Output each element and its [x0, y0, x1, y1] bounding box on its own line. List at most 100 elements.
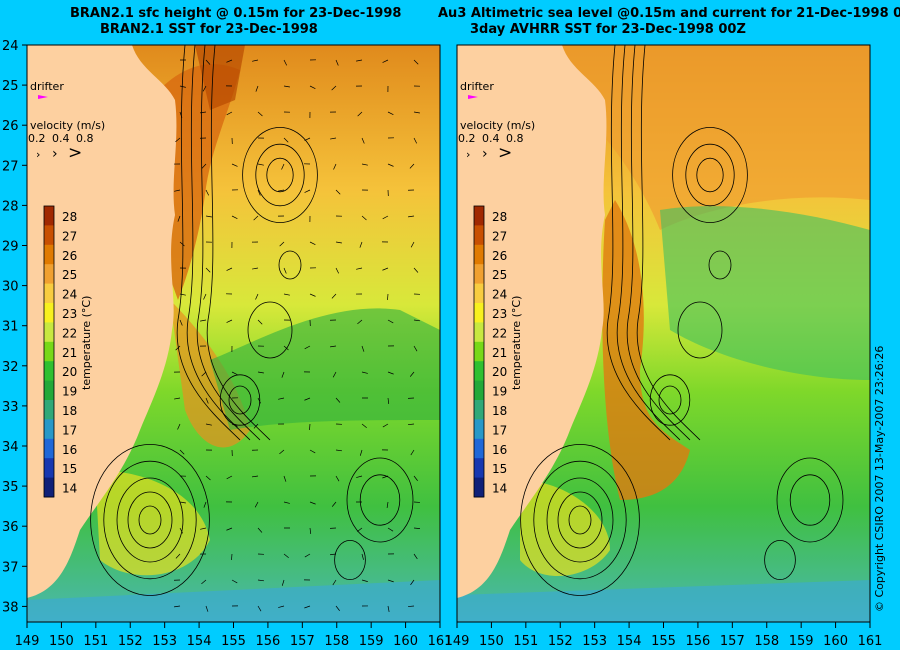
velocity-vector	[382, 59, 389, 63]
velocity-vector	[281, 371, 285, 378]
right-velocity-title: velocity (m/s)	[460, 119, 535, 132]
velocity-vector	[283, 345, 289, 351]
velocity-vector	[283, 85, 290, 88]
velocity-vector	[387, 319, 394, 324]
colorbar-label: 24	[492, 288, 507, 302]
velocity-vector	[332, 579, 337, 586]
longitude-label: 151	[513, 634, 538, 649]
velocity-vector	[330, 553, 337, 556]
velocity-vector	[387, 371, 394, 375]
colorbar-label: 20	[62, 365, 77, 379]
contour-line	[228, 385, 252, 415]
velocity-vector	[179, 85, 186, 88]
contour-line	[219, 374, 261, 426]
velocity-value: 0.4	[482, 132, 500, 145]
contour-line	[672, 127, 748, 223]
contour-line	[359, 474, 401, 526]
velocity-vector	[226, 527, 233, 531]
velocity-arrow: >	[68, 143, 82, 163]
velocity-vector	[387, 579, 394, 583]
longitude-label: 160	[823, 634, 848, 649]
colorbar-segment	[474, 458, 484, 479]
velocity-value: 0.4	[52, 132, 70, 145]
contour-line	[533, 460, 627, 580]
contour-line	[685, 143, 735, 207]
contour-line	[196, 44, 261, 441]
colorbar-segment	[474, 477, 484, 498]
right-cold-south	[457, 580, 870, 622]
contour-line	[696, 157, 724, 193]
velocity-vector	[408, 215, 415, 218]
colorbar-label: 23	[62, 307, 77, 321]
colorbar-label: 18	[62, 404, 77, 418]
velocity-vector	[335, 449, 342, 452]
velocity-vector	[231, 423, 238, 427]
velocity-vector	[410, 579, 415, 586]
velocity-vector	[330, 137, 337, 140]
colorbar-segment	[474, 303, 484, 323]
colorbar-title: temperature (°C)	[510, 296, 523, 390]
longitude-label: 152	[548, 634, 573, 649]
velocity-vector	[413, 475, 418, 481]
longitude-label: 151	[83, 634, 108, 649]
velocity-vector	[205, 215, 212, 218]
longitude-label: 156	[256, 634, 281, 649]
latitude-label: 31	[2, 320, 19, 335]
velocity-vector	[253, 215, 259, 221]
left-drifter-label: drifter	[30, 80, 64, 93]
colorbar-label: 22	[492, 326, 507, 340]
left-velocity-title: velocity (m/s)	[30, 119, 105, 132]
colorbar-label: 25	[62, 268, 77, 282]
velocity-vector	[255, 85, 259, 92]
colorbar-segment	[474, 283, 484, 304]
velocity-vector	[330, 345, 337, 348]
velocity-vector	[408, 423, 415, 426]
colorbar-segment	[44, 438, 54, 459]
colorbar-label: 16	[62, 443, 77, 457]
velocity-vector	[361, 423, 367, 429]
velocity-vector	[309, 501, 316, 505]
velocity-vector	[283, 553, 289, 559]
contour-line	[138, 505, 162, 535]
colorbar-segment	[44, 380, 54, 401]
contour-line	[658, 385, 682, 415]
colorbar-segment	[474, 380, 484, 401]
contour-line	[206, 44, 271, 441]
velocity-vector	[231, 371, 238, 375]
velocity-value: 0.2	[458, 132, 476, 145]
left-cold-south	[27, 580, 440, 622]
left-title-line2: BRAN2.1 SST for 23-Dec-1998	[100, 22, 318, 37]
velocity-arrow: >	[498, 143, 512, 163]
left-sea-level-contours	[90, 44, 414, 596]
velocity-vector	[409, 163, 415, 169]
colorbar-segment	[44, 322, 54, 343]
longitude-label: 153	[582, 634, 607, 649]
copyright-text: © Copyright CSIRO 2007 13-May-2007 23:26…	[873, 345, 886, 612]
velocity-vector	[413, 527, 421, 529]
velocity-vector	[253, 423, 259, 429]
contour-line	[186, 44, 251, 441]
colorbar-segment	[44, 283, 54, 304]
velocity-vector	[382, 215, 389, 220]
velocity-vector	[382, 423, 389, 428]
colorbar-label: 14	[62, 482, 77, 496]
contour-line	[278, 250, 302, 280]
contour-line	[557, 491, 603, 549]
velocity-vector	[226, 267, 233, 271]
velocity-vector	[203, 501, 207, 508]
right-australia-landmass	[457, 45, 607, 598]
latitude-label: 38	[2, 600, 19, 615]
left-velocity-vectors	[173, 59, 421, 612]
velocity-vector	[201, 579, 207, 585]
velocity-vector	[257, 319, 263, 325]
velocity-vector	[205, 59, 211, 65]
longitude-label: 149	[15, 634, 40, 649]
velocity-vector	[410, 449, 415, 456]
velocity-vector	[278, 189, 285, 192]
contour-line	[103, 460, 197, 580]
velocity-arrow: ›	[466, 148, 470, 161]
right-map-panel	[456, 44, 871, 623]
contour-line	[776, 457, 844, 543]
longitude-label: 157	[720, 634, 745, 649]
velocity-vector	[387, 163, 394, 167]
